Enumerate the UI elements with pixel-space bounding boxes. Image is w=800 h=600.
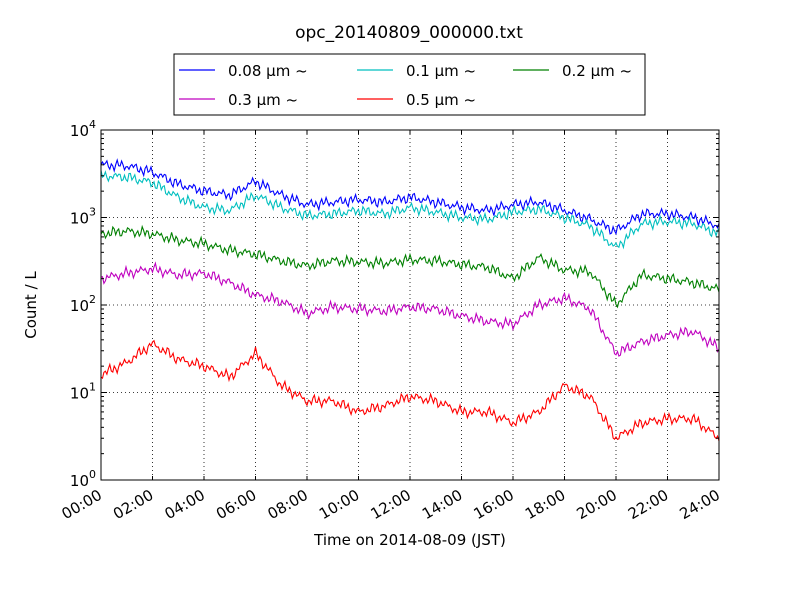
- legend-label: 0.1 μm ~: [406, 62, 476, 80]
- legend-label: 0.3 μm ~: [228, 91, 298, 109]
- y-axis-label: Count / L: [22, 271, 40, 339]
- series-line: [100, 158, 720, 236]
- x-axis-label: Time on 2014-08-09 (JST): [313, 531, 506, 549]
- y-tick-label: 101: [70, 381, 96, 403]
- legend-label: 0.5 μm ~: [406, 91, 476, 109]
- grid-lines: [101, 130, 719, 480]
- series-line: [100, 170, 720, 250]
- y-tick-label: 104: [70, 118, 96, 140]
- y-tick-label: 103: [70, 206, 96, 228]
- series-line: [100, 339, 720, 442]
- legend-frame: [173, 53, 646, 116]
- legend-label: 0.2 μm ~: [562, 62, 632, 80]
- series-line: [100, 224, 720, 309]
- y-tick-labels: 100 101 102 103 104: [70, 118, 96, 490]
- legend: 0.08 μm ~ 0.1 μm ~ 0.2 μm ~ 0.3 μm ~ 0.5 μm …: [173, 53, 646, 116]
- y-tick-label: 100: [70, 468, 96, 490]
- y-tick-label: 102: [70, 293, 96, 315]
- series-lines: [100, 158, 720, 442]
- legend-label: 0.08 μm ~: [228, 62, 308, 80]
- series-line: [100, 261, 720, 357]
- axis-ticks: [100, 129, 720, 481]
- chart-title: opc_20140809_000000.txt: [295, 23, 523, 43]
